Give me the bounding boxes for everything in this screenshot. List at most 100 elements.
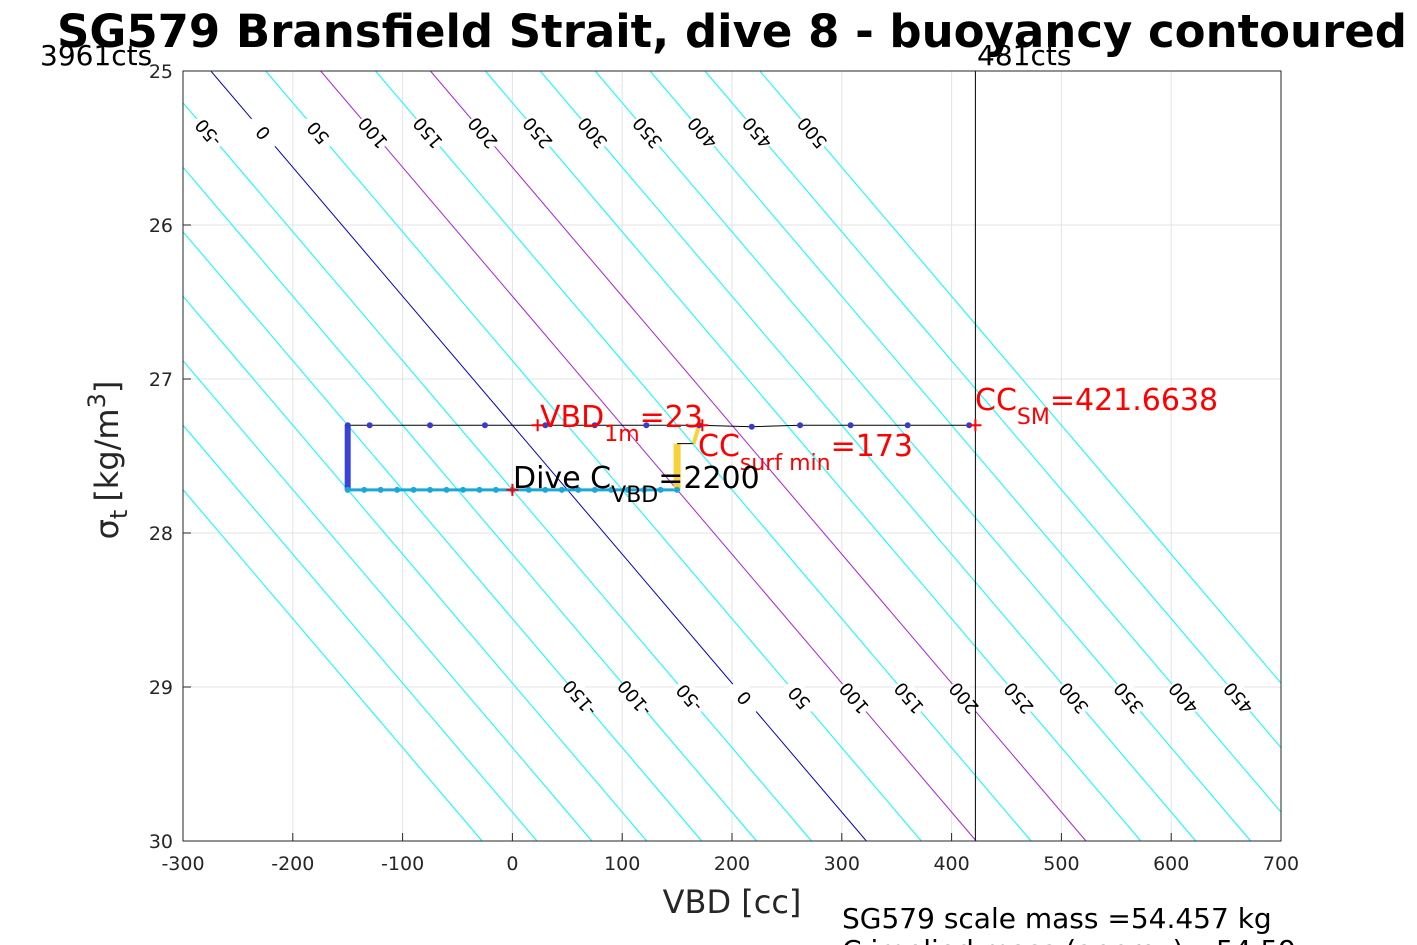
- y-axis-label-sub: t: [105, 510, 133, 519]
- x-tick-label: 500: [1043, 853, 1079, 875]
- y-tick-label: 29: [149, 677, 173, 699]
- y-axis-label: σt [kg/m3]: [83, 381, 133, 540]
- dive-c-vbd-annotation: Dive CVBD=2200: [513, 461, 760, 508]
- cc-sm-value: =421.6638: [1050, 383, 1218, 418]
- dive-c-vbd-value: =2200: [658, 461, 759, 496]
- dive-c-vbd-sub: VBD: [611, 483, 658, 508]
- contour-line: [539, 71, 1197, 841]
- lower-track-point: [525, 486, 532, 493]
- lower-track-point: [641, 486, 648, 493]
- vbd-1m-value: =23: [640, 400, 703, 435]
- contour-label-bg: [737, 111, 778, 154]
- y-tick-label: 27: [149, 369, 173, 391]
- lower-track-point: [542, 486, 549, 493]
- contour-line: [183, 230, 703, 841]
- y-axis-label-close: ]: [88, 381, 126, 393]
- contour-line: [594, 71, 1252, 841]
- cc-surf-min-value: =173: [831, 429, 913, 464]
- contour-label-bg: [792, 111, 833, 154]
- vbd-1m-sub: 1m: [604, 422, 639, 447]
- x-tick-label: -100: [381, 853, 424, 875]
- y-axis-label-sigma: σ: [88, 519, 126, 539]
- y-tick-label: 28: [149, 523, 173, 545]
- implied-mass-note: C implied mass (approx) =54.59...: [842, 934, 1323, 945]
- marker-plus: [531, 419, 544, 432]
- upper-track-point: [904, 422, 911, 429]
- x-tick-label: 700: [1263, 853, 1299, 875]
- lower-track-point: [394, 486, 401, 493]
- x-tick-label: 100: [604, 853, 640, 875]
- contour-line: [704, 71, 1281, 749]
- lower-track-point: [624, 486, 631, 493]
- contour-line: [183, 424, 538, 841]
- vbd-1m-main: VBD: [540, 400, 604, 435]
- contour-line: [320, 71, 977, 841]
- lower-track-point: [591, 486, 598, 493]
- marker-plus: [969, 419, 982, 432]
- contour-line: [649, 71, 1281, 813]
- upper-track-point: [344, 422, 351, 429]
- upper-track-point: [748, 423, 755, 430]
- contour-label-bg: [572, 111, 613, 154]
- contour-label-bg: [188, 111, 229, 154]
- upper-track-point: [797, 422, 804, 429]
- buoyancy-contours: [183, 71, 1281, 841]
- upper-track-point: [481, 422, 488, 429]
- contour-label-bg: [1108, 676, 1149, 719]
- vbd-1m-annotation: VBD1m=23: [540, 400, 703, 447]
- contour-label-bg: [944, 676, 985, 719]
- contour-label-bg: [1053, 676, 1094, 719]
- x-tick-label: 200: [714, 853, 750, 875]
- x-tick-label: 400: [933, 853, 969, 875]
- contour-line: [375, 71, 1032, 841]
- x-axis-ticks: -300 -200 -100 0 100 200 300 400 500 600 700: [161, 833, 1299, 875]
- contour-label-bg: [243, 111, 284, 154]
- contour-line: [183, 488, 483, 841]
- upper-track-point: [591, 422, 598, 429]
- upper-track-point: [542, 422, 549, 429]
- dive-track: [344, 419, 982, 496]
- lower-track-point: [377, 486, 384, 493]
- x-tick-label: 600: [1153, 853, 1189, 875]
- contour-label-bg: [462, 111, 503, 154]
- right-counts-label: 481cts: [977, 39, 1071, 72]
- cc-surf-min-main: CC: [698, 429, 740, 464]
- contour-label-bg: [834, 676, 875, 719]
- upper-track-line: [347, 424, 976, 428]
- dive-c-vbd-main: Dive C: [513, 461, 611, 496]
- marker-plus: [506, 483, 519, 496]
- contour-label-bg: [559, 676, 600, 719]
- contour-label-bg: [889, 676, 930, 719]
- contour-line: [183, 101, 812, 841]
- contour-line: [759, 71, 1281, 684]
- lower-track-point: [657, 486, 664, 493]
- contour-label-bg: [627, 111, 668, 154]
- ascent-top-segment: [691, 424, 701, 445]
- upper-track-point: [427, 422, 434, 429]
- upper-track-point: [847, 422, 854, 429]
- chart-title: SG579 Bransfield Strait, dive 8 - buoyan…: [57, 5, 1407, 58]
- marker-plus: [696, 419, 709, 432]
- x-tick-label: 300: [824, 853, 860, 875]
- contour-label-bg: [724, 676, 765, 719]
- contour-label-bg: [298, 111, 339, 154]
- cc-sm-annotation: CCSM=421.6638: [975, 383, 1218, 430]
- lower-track-point: [427, 486, 434, 493]
- upper-track-point: [366, 422, 373, 429]
- x-tick-label: -200: [271, 853, 314, 875]
- contour-label-bg: [682, 111, 723, 154]
- x-axis-label: VBD [cc]: [663, 883, 802, 921]
- contour-line: [430, 71, 1087, 841]
- contour-label-bg: [779, 676, 820, 719]
- y-axis-label-sup: 3: [83, 393, 111, 408]
- scale-mass-note: SG579 scale mass =54.457 kg: [842, 902, 1272, 935]
- contour-label-bg: [998, 676, 1039, 719]
- lower-track-point: [410, 486, 417, 493]
- x-tick-label: -300: [161, 853, 204, 875]
- contour-line: [210, 71, 867, 841]
- lower-track-point: [361, 486, 368, 493]
- lower-track-point: [459, 486, 466, 493]
- cc-surf-min-sub: surf min: [740, 451, 831, 476]
- upper-track-point: [966, 422, 973, 429]
